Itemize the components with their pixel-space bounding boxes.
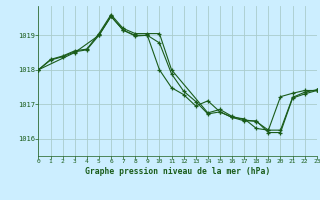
X-axis label: Graphe pression niveau de la mer (hPa): Graphe pression niveau de la mer (hPa) [85,167,270,176]
